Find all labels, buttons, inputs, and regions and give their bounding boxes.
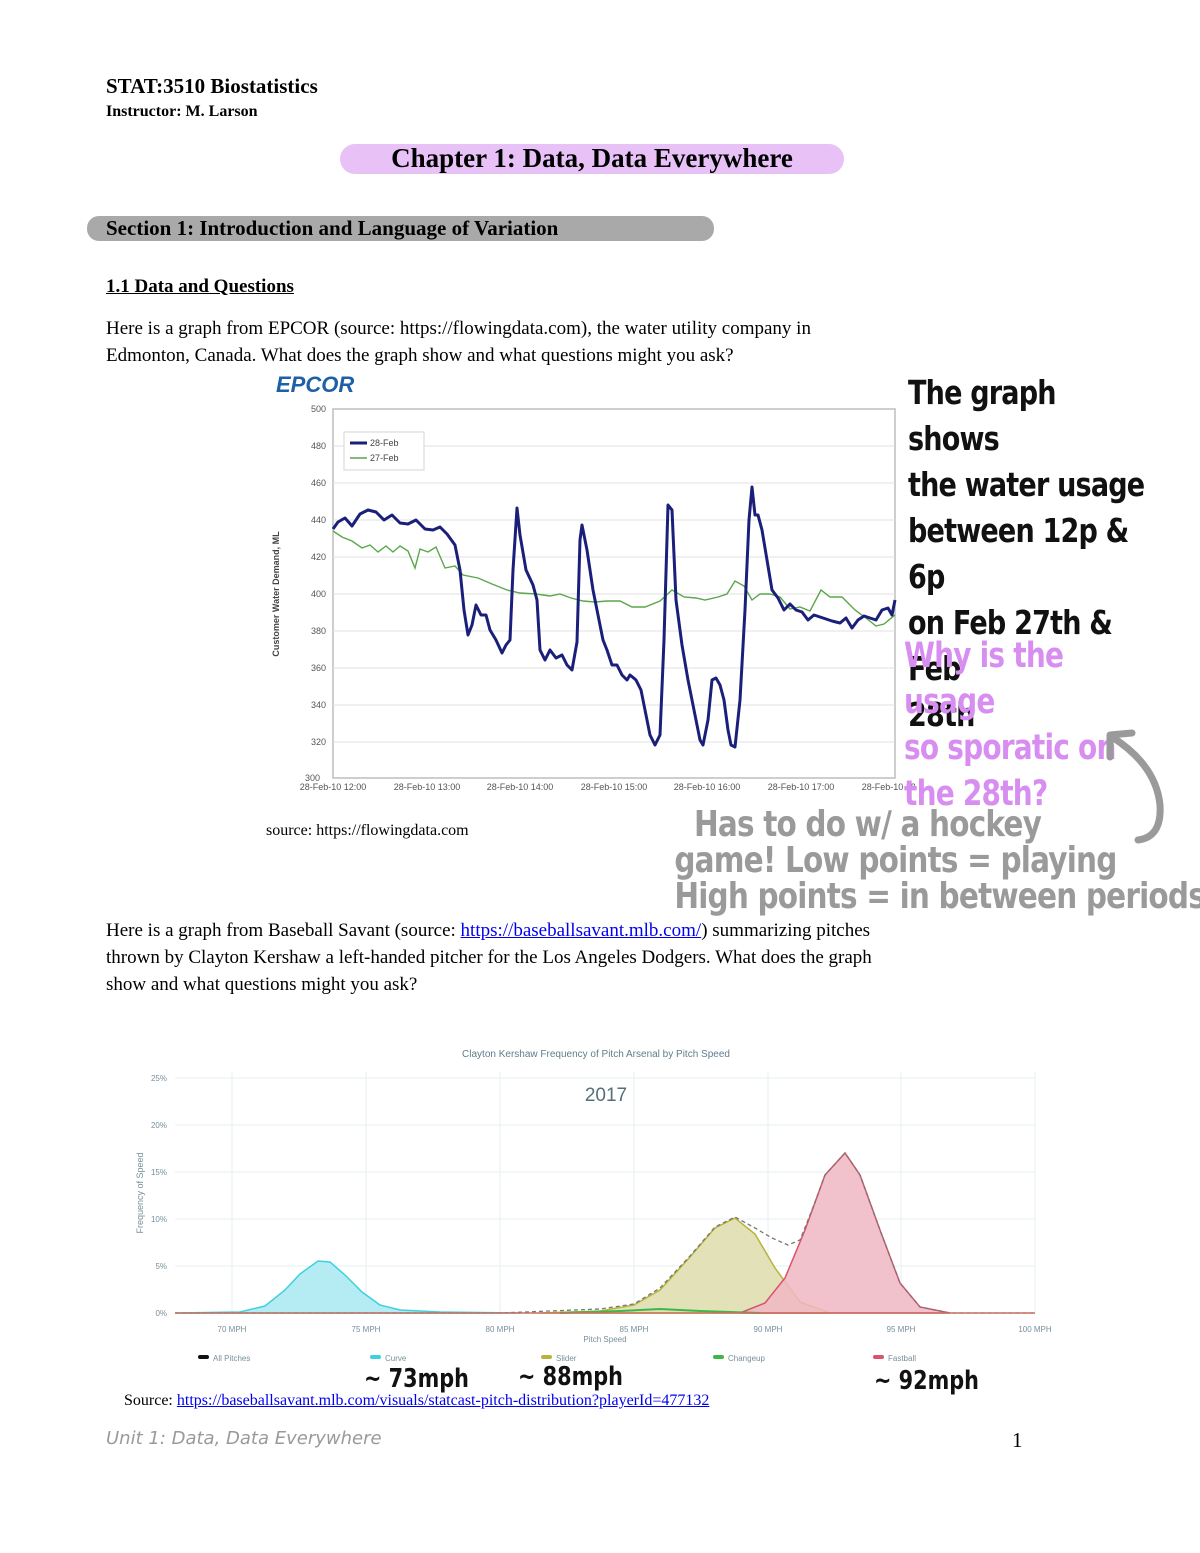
kershaw-chart-year: 2017: [585, 1085, 627, 1106]
legend-slider[interactable]: Slider: [556, 1354, 577, 1363]
svg-text:300: 300: [305, 773, 320, 783]
epcor-intro-line-1: Here is a graph from EPCOR (source: http…: [106, 318, 811, 339]
curved-arrow-icon: [1106, 729, 1164, 844]
series-27-feb-line: [332, 530, 896, 627]
series-changeup-line: [559, 1307, 761, 1314]
svg-text:5%: 5%: [155, 1262, 167, 1271]
epcor-y-axis-label: Customer Water Demand, ML: [271, 531, 281, 657]
svg-text:95 MPH: 95 MPH: [887, 1325, 916, 1334]
epcor-water-demand-chart: EPCOR 500 480 460 440 420 400 380 360 340 320 3…: [271, 372, 915, 792]
baseball-source-label: Source:: [124, 1392, 177, 1409]
epcor-y-ticks: 500 480 460 440 420 400 380 360 340 320 300: [305, 404, 326, 783]
legend-28-feb-label: 28-Feb: [370, 438, 399, 448]
handwritten-slider-speed: ~ 88mph: [518, 1362, 623, 1392]
handwritten-answer-hockey: Has to do w/ a hockey game! Low points =…: [674, 804, 1200, 917]
svg-text:480: 480: [311, 441, 326, 451]
baseball-savant-link[interactable]: https://baseballsavant.mlb.com/: [460, 920, 702, 941]
epcor-x-ticks: 28-Feb-10 12:00 28-Feb-10 13:00 28-Feb-1…: [300, 782, 915, 792]
svg-text:28-Feb-10 14:00: 28-Feb-10 14:00: [487, 782, 554, 792]
section-highlight: [87, 216, 714, 241]
page-number: 1: [1012, 1428, 1023, 1452]
epcor-logo: EPCOR: [276, 372, 354, 397]
svg-text:340: 340: [311, 700, 326, 710]
svg-text:25%: 25%: [151, 1074, 167, 1083]
svg-text:85 MPH: 85 MPH: [620, 1325, 649, 1334]
svg-text:0%: 0%: [155, 1309, 167, 1318]
kershaw-y-ticks: 0% 5% 10% 15% 20% 25%: [151, 1074, 167, 1318]
section-title: Section 1: Introduction and Language of …: [106, 216, 559, 240]
baseball-intro-prefix: Here is a graph from Baseball Savant (so…: [106, 920, 461, 941]
series-28-feb-line: [331, 485, 897, 749]
handwritten-question-sporadic: Why is the usage so sporatic on the 28th…: [904, 636, 1116, 814]
baseball-intro: Here is a graph from Baseball Savant (so…: [106, 917, 1076, 998]
instructor-name: Instructor: M. Larson: [106, 103, 258, 120]
svg-text:10%: 10%: [151, 1215, 167, 1224]
svg-text:90 MPH: 90 MPH: [754, 1325, 783, 1334]
svg-text:28-Feb-10 17:00: 28-Feb-10 17:00: [768, 782, 835, 792]
svg-text:100 MPH: 100 MPH: [1018, 1325, 1052, 1334]
svg-text:28-Feb-10 12:00: 28-Feb-10 12:00: [300, 782, 367, 792]
svg-text:70 MPH: 70 MPH: [218, 1325, 247, 1334]
handwritten-curve-speed: ~ 73mph: [364, 1364, 469, 1394]
svg-text:28-Feb-10 16:00: 28-Feb-10 16:00: [674, 782, 741, 792]
epcor-intro: Here is a graph from EPCOR (source: http…: [106, 315, 1076, 369]
svg-text:80 MPH: 80 MPH: [486, 1325, 515, 1334]
legend-curve[interactable]: Curve: [385, 1354, 407, 1363]
subsection-title: 1.1 Data and Questions: [106, 276, 294, 297]
svg-text:15%: 15%: [151, 1168, 167, 1177]
svg-text:28-Feb-10 18:00: 28-Feb-10 18:00: [862, 782, 915, 792]
epcor-source-caption: source: https://flowingdata.com: [266, 822, 469, 839]
epcor-legend: [343, 431, 425, 471]
svg-text:75 MPH: 75 MPH: [352, 1325, 381, 1334]
svg-text:380: 380: [311, 626, 326, 636]
baseball-intro-line-2: thrown by Clayton Kershaw a left-handed …: [106, 947, 872, 968]
series-all-pitches-line: [175, 1151, 1035, 1314]
course-title: STAT:3510 Biostatistics: [106, 74, 318, 98]
legend-changeup[interactable]: Changeup: [728, 1354, 765, 1363]
legend-fastball[interactable]: Fastball: [888, 1354, 916, 1363]
svg-text:320: 320: [311, 737, 326, 747]
baseball-source-line: Source: https://baseballsavant.mlb.com/v…: [124, 1392, 709, 1410]
svg-text:28-Feb-10 15:00: 28-Feb-10 15:00: [581, 782, 648, 792]
chapter-title: Chapter 1: Data, Data Everywhere: [391, 143, 793, 173]
svg-text:440: 440: [311, 515, 326, 525]
svg-text:20%: 20%: [151, 1121, 167, 1130]
page-footer: Unit 1: Data, Data Everywhere: [106, 1428, 382, 1449]
svg-text:360: 360: [311, 663, 326, 673]
epcor-gridlines: [333, 445, 895, 743]
svg-text:400: 400: [311, 589, 326, 599]
handwritten-fastball-speed: ~ 92mph: [874, 1366, 979, 1396]
baseball-intro-suffix: ) summarizing pitches: [701, 920, 871, 941]
svg-text:28-Feb-10 13:00: 28-Feb-10 13:00: [394, 782, 461, 792]
series-curve-area: [174, 1260, 521, 1314]
chapter-highlight: [340, 144, 844, 174]
kershaw-chart-title: Clayton Kershaw Frequency of Pitch Arsen…: [462, 1049, 730, 1060]
epcor-intro-line-2: Edmonton, Canada. What does the graph sh…: [106, 345, 734, 366]
svg-text:420: 420: [311, 552, 326, 562]
kershaw-pitch-speed-chart: Clayton Kershaw Frequency of Pitch Arsen…: [135, 1049, 1052, 1363]
kershaw-y-axis-label: Frequency of Speed: [135, 1152, 145, 1233]
kershaw-legend: All Pitches Curve Slider Changeup Fastba…: [198, 1354, 916, 1363]
kershaw-x-ticks: 70 MPH 75 MPH 80 MPH 85 MPH 90 MPH 95 MP…: [218, 1325, 1052, 1334]
svg-text:460: 460: [311, 478, 326, 488]
svg-text:500: 500: [311, 404, 326, 414]
legend-all-pitches[interactable]: All Pitches: [213, 1354, 250, 1363]
handwritten-note-graph-shows: The graph shows the water usage between …: [908, 373, 1145, 734]
baseball-intro-line-3: show and what questions might you ask?: [106, 974, 418, 995]
legend-27-feb-label: 27-Feb: [370, 453, 399, 463]
kershaw-x-axis-label: Pitch Speed: [583, 1335, 626, 1344]
baseball-source-link[interactable]: https://baseballsavant.mlb.com/visuals/s…: [176, 1392, 710, 1409]
